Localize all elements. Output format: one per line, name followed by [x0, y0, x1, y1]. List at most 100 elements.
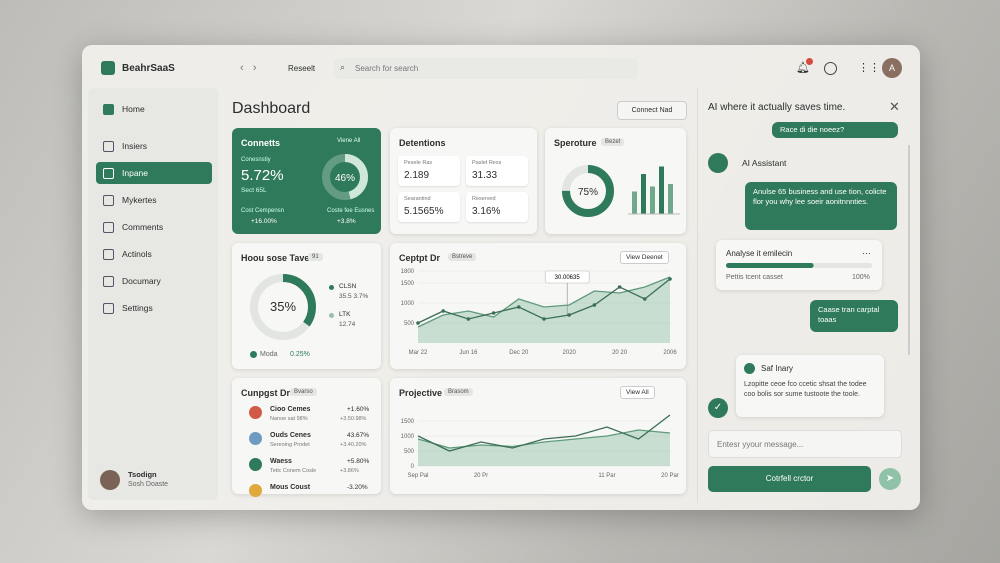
- search-box[interactable]: [334, 58, 638, 79]
- button[interactable]: Connect Nad: [617, 101, 687, 120]
- progress-bar: [726, 263, 814, 268]
- legend-value: 35.5 3.7%: [339, 293, 369, 300]
- donut-arc: [562, 165, 614, 217]
- avatar[interactable]: A: [882, 58, 902, 78]
- nav-item[interactable]: Mykertes: [122, 195, 157, 205]
- foot-label: Moda: [260, 351, 278, 358]
- nav-item[interactable]: Insiers: [122, 141, 148, 151]
- bar: [632, 191, 637, 214]
- bell[interactable]: 🔔︎: [796, 62, 810, 74]
- task-title: Analyse it emilecin: [726, 249, 793, 258]
- y-tick-label: 1800: [401, 269, 415, 275]
- y-tick-label: 1500: [401, 419, 415, 425]
- user-name: Tsodign: [128, 470, 157, 479]
- chat-panel: [697, 88, 916, 503]
- main-title: Dashboard: [232, 100, 311, 117]
- nav-icon: [103, 104, 114, 115]
- y-tick-label: 1500: [401, 281, 415, 287]
- legend-dot: [329, 285, 334, 290]
- line-chart: 0 500 1000 1500 Sep Pal 20 Pr 11 Par 20 Par: [401, 414, 679, 479]
- ai-name: AI Assistant: [742, 158, 787, 168]
- bar: [650, 186, 655, 214]
- donut: 46%: [322, 154, 368, 200]
- tile: [466, 156, 528, 186]
- x-tick-label: Jun 16: [459, 350, 478, 356]
- user-role: Sosh Doaste: [128, 481, 169, 488]
- nav-item[interactable]: Inpane: [96, 162, 212, 184]
- chart-title: Ceptpt Dr: [399, 253, 440, 263]
- row-sub-value: +3.50.98%: [340, 416, 367, 422]
- foot-label: Cost Cempensn: [241, 208, 285, 214]
- card-title: Cunpgst Dr: [241, 388, 290, 398]
- x-tick-label: Sep Pal: [407, 473, 428, 479]
- row-value: +1.60%: [347, 406, 370, 413]
- apps[interactable]: ⋮⋮: [858, 62, 880, 74]
- donut: 75%: [562, 165, 614, 217]
- nav-item[interactable]: Home: [122, 104, 145, 114]
- big-number: 5.72%: [241, 167, 284, 184]
- y-tick-label: 1000: [401, 301, 415, 307]
- ai-icon: [708, 153, 728, 173]
- tag: Brasom: [444, 388, 473, 396]
- sub: Sect 65L: [241, 187, 267, 194]
- y-tick-label: 500: [404, 449, 415, 455]
- nav-item[interactable]: Documary: [122, 276, 161, 286]
- tile-value: 5.1565%: [404, 206, 444, 217]
- tile-value: 31.33: [472, 170, 498, 181]
- nav-icon: [103, 195, 114, 206]
- card-title: Speroture: [554, 138, 597, 148]
- donut: 35%: [250, 274, 316, 340]
- foot-value: +3.8%: [337, 218, 356, 225]
- tile: [398, 156, 460, 186]
- line: [417, 414, 671, 452]
- close[interactable]: ✕: [889, 99, 900, 114]
- link[interactable]: View Deenet: [620, 251, 669, 264]
- card-title: Connetts: [241, 138, 280, 148]
- nav-item[interactable]: Comments: [122, 222, 164, 232]
- foot-value: 0.25%: [290, 351, 310, 358]
- row-sub-value: +3.40.20%: [340, 442, 367, 448]
- card-title: Detentions: [399, 138, 446, 148]
- nav-item[interactable]: Settings: [122, 303, 153, 313]
- foot-label: Coste fee Eusnes: [327, 208, 375, 214]
- card-connects: [232, 128, 381, 234]
- x-tick-label: 20 Pr: [474, 473, 488, 479]
- summary-text: Lzopitte ceoe fco ccetic shsat the todee…: [744, 381, 867, 398]
- task-label: Pettis tcent casset: [726, 274, 783, 281]
- tile-label: Paslet Ress: [472, 160, 502, 166]
- chat-button[interactable]: Cotrfell crctor: [708, 466, 871, 492]
- card-title: Hoou sose Tave: [241, 253, 310, 263]
- donut-label: 75%: [578, 187, 598, 198]
- x-tick-label: 20 20: [612, 350, 628, 356]
- help[interactable]: [824, 62, 837, 75]
- nav-link[interactable]: Reseelt: [288, 64, 316, 73]
- tile-label: Reserved: [472, 196, 496, 202]
- point: [617, 285, 622, 289]
- link[interactable]: View All: [620, 386, 655, 399]
- nav-icon: [103, 276, 114, 287]
- area: [418, 430, 670, 466]
- x-tick-label: 2020: [563, 350, 577, 356]
- send[interactable]: ➤: [879, 468, 901, 490]
- point: [517, 305, 521, 309]
- tile-label: Searantind: [404, 196, 431, 202]
- back[interactable]: ‹ ›: [240, 62, 257, 74]
- bar: [659, 166, 664, 214]
- row-value: -3.20%: [347, 484, 368, 491]
- sidebar: [88, 88, 218, 500]
- dot: [250, 351, 257, 358]
- link[interactable]: Viene All: [337, 138, 361, 144]
- nav-item[interactable]: Actinols: [122, 249, 152, 259]
- donut-arc: [250, 274, 316, 340]
- point: [668, 277, 672, 281]
- x-tick-label: 20 Par: [661, 473, 679, 479]
- legend-dot: [329, 313, 334, 318]
- tag: Bezet: [601, 138, 625, 146]
- x-tick-label: Mar 22: [409, 350, 428, 356]
- more[interactable]: …: [862, 246, 871, 256]
- user-message: Caase tran carptal toaas: [810, 300, 898, 332]
- row-name: Waess: [270, 458, 292, 465]
- x-tick-label: Dec 20: [509, 350, 529, 356]
- user-message: Anulse 65 business and use tion, colicte…: [745, 182, 897, 230]
- chat-input[interactable]: [708, 430, 902, 458]
